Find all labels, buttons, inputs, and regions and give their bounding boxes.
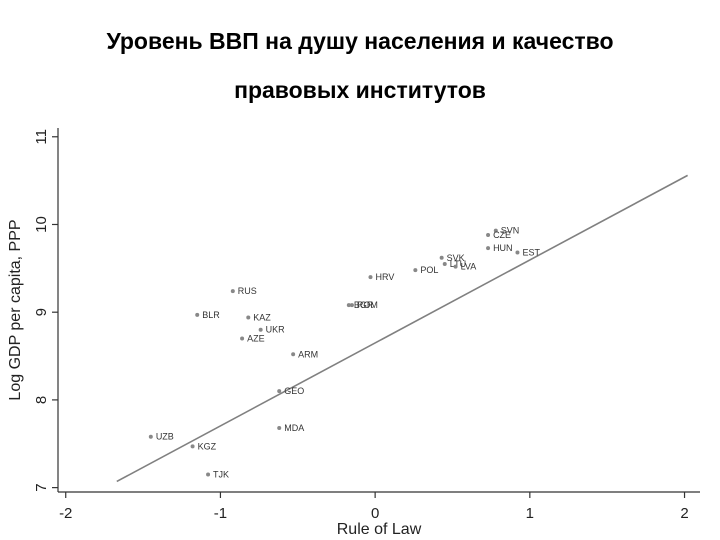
point-label-svk: SVK xyxy=(447,253,465,263)
point-label-bgr: BGR xyxy=(354,300,374,310)
data-point-tjk xyxy=(206,472,211,477)
data-point-ltu xyxy=(442,261,447,266)
point-label-hun: HUN xyxy=(493,243,512,253)
point-label-aze: AZE xyxy=(247,334,265,344)
point-label-ukr: UKR xyxy=(266,325,286,335)
data-point-rus xyxy=(230,289,235,294)
x-axis-label: Rule of Law xyxy=(337,521,422,538)
y-tick-label: 9 xyxy=(33,308,50,316)
data-point-arm xyxy=(291,352,296,357)
point-label-mda: MDA xyxy=(284,423,304,433)
data-point-cze xyxy=(486,233,491,238)
data-point-svn xyxy=(493,228,498,233)
data-point-blr xyxy=(195,312,200,317)
data-point-bgr xyxy=(346,303,351,308)
data-point-geo xyxy=(277,389,282,394)
point-label-kgz: KGZ xyxy=(198,441,217,451)
data-point-est xyxy=(515,250,520,255)
y-tick-label: 11 xyxy=(33,129,50,145)
x-tick-label: 2 xyxy=(680,505,688,522)
point-label-est: EST xyxy=(522,248,540,258)
point-label-tjk: TJK xyxy=(213,469,229,479)
y-tick-label: 7 xyxy=(33,483,50,491)
data-point-svk xyxy=(439,255,444,260)
point-label-ltu: LTU xyxy=(450,259,466,269)
point-label-arm: ARM xyxy=(298,349,318,359)
y-tick-label: 8 xyxy=(33,396,50,404)
point-label-blr: BLR xyxy=(202,310,220,320)
x-tick-label: 1 xyxy=(526,505,534,522)
chart-title-line-2: правовых институтов xyxy=(234,77,486,103)
point-label-uzb: UZB xyxy=(156,432,174,442)
point-label-hrv: HRV xyxy=(375,272,394,282)
point-label-geo: GEO xyxy=(284,386,304,396)
point-label-svn: SVN xyxy=(501,226,520,236)
point-label-rus: RUS xyxy=(238,286,257,296)
point-label-rom: ROM xyxy=(357,300,378,310)
data-point-kaz xyxy=(246,315,251,320)
fit-line xyxy=(116,174,689,483)
x-tick-label: 0 xyxy=(371,505,379,522)
x-tick-label: -1 xyxy=(214,505,227,522)
point-label-lva: LVA xyxy=(461,262,477,272)
data-point-lva xyxy=(453,264,458,269)
axes: -2 -1 0 1 2 7 8 9 10 11 xyxy=(33,128,700,522)
data-point-hun xyxy=(486,246,491,251)
point-label-pol: POL xyxy=(420,265,438,275)
y-tick-label: 10 xyxy=(33,216,50,233)
data-point-rom xyxy=(349,303,354,308)
data-point-hrv xyxy=(368,275,373,280)
chart-title-line-1: Уровень ВВП на душу населения и качество xyxy=(106,28,614,54)
point-label-kaz: KAZ xyxy=(253,312,271,322)
data-point-pol xyxy=(413,268,418,273)
data-point-mda xyxy=(277,425,282,430)
fit-line-group xyxy=(116,174,689,483)
data-point-uzb xyxy=(148,434,153,439)
data-point-ukr xyxy=(258,327,263,332)
data-point-kgz xyxy=(190,444,195,449)
x-tick-label: -2 xyxy=(59,505,72,522)
y-axis-label: Log GDP per capita, PPP xyxy=(7,219,24,400)
point-label-cze: CZE xyxy=(493,230,511,240)
data-point-aze xyxy=(240,336,245,341)
